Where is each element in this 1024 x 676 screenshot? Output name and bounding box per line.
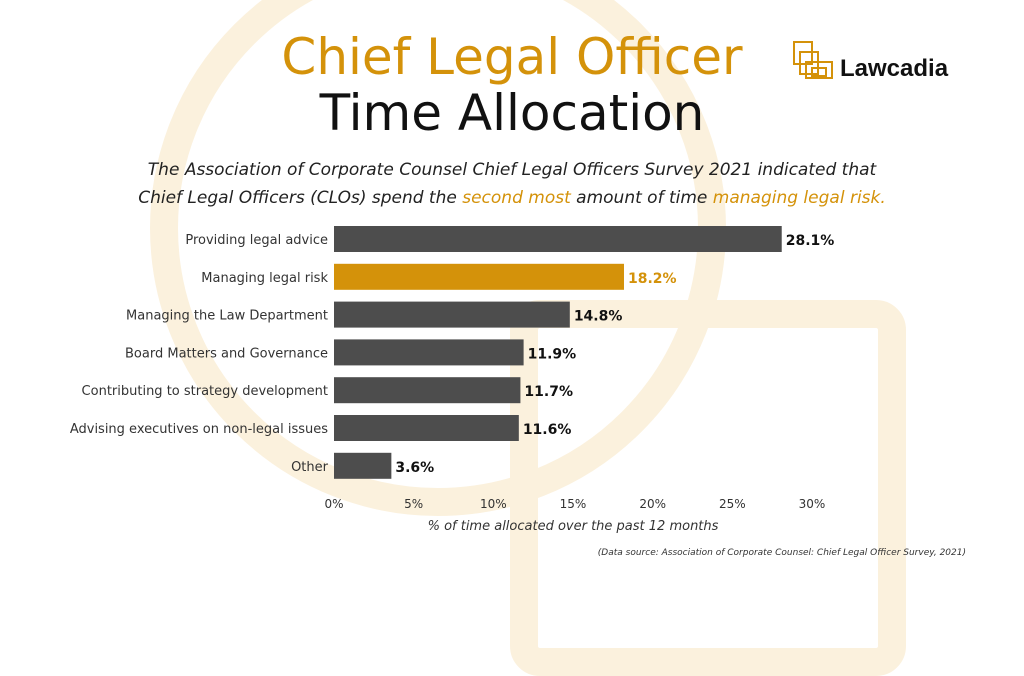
subtitle-line1: The Association of Corporate Counsel Chi… bbox=[147, 160, 877, 180]
x-tick-label: 0% bbox=[324, 497, 343, 511]
x-tick-label: 20% bbox=[639, 497, 666, 511]
category-label: Managing legal risk bbox=[201, 271, 328, 286]
bar bbox=[334, 377, 521, 404]
bar bbox=[334, 263, 624, 290]
x-tick-label: 30% bbox=[799, 497, 826, 511]
x-tick-label: 25% bbox=[719, 497, 746, 511]
category-label: Managing the Law Department bbox=[126, 309, 328, 324]
subtitle-highlight: second most bbox=[462, 188, 571, 208]
data-label: 11.7% bbox=[524, 384, 573, 400]
bar-chart: Providing legal advice 28.1% Managing lega… bbox=[70, 226, 835, 534]
data-source: (Data source: Association of Corporate C… bbox=[597, 548, 966, 558]
category-label: Other bbox=[291, 460, 329, 475]
x-axis-label: % of time allocated over the past 12 mon… bbox=[428, 519, 719, 534]
x-tick-label: 10% bbox=[480, 497, 507, 511]
data-label: 3.6% bbox=[395, 460, 434, 476]
category-label: Advising executives on non-legal issues bbox=[70, 422, 328, 437]
data-label: 28.1% bbox=[786, 233, 835, 249]
lawcadia-logo-icon bbox=[793, 41, 833, 79]
subtitle-highlight: managing legal risk. bbox=[712, 188, 886, 208]
subtitle-line2: Chief Legal Officers (CLOs) spend the se… bbox=[0, 188, 1024, 208]
data-label: 14.8% bbox=[574, 309, 623, 325]
bar bbox=[334, 415, 519, 441]
category-label: Providing legal advice bbox=[185, 233, 328, 248]
bar bbox=[334, 339, 524, 366]
bar bbox=[334, 226, 782, 252]
subtitle-text: Chief Legal Officers (CLOs) spend the bbox=[138, 188, 463, 208]
logo-text: Lawcadia bbox=[840, 55, 949, 82]
x-tick-label: 5% bbox=[404, 497, 423, 511]
subtitle-text: amount of time bbox=[570, 188, 713, 208]
data-label: 11.9% bbox=[528, 346, 577, 362]
category-label: Contributing to strategy development bbox=[82, 384, 328, 399]
data-label: 18.2% bbox=[628, 271, 677, 287]
category-label: Board Matters and Governance bbox=[125, 346, 328, 361]
bar bbox=[334, 452, 392, 479]
title-line1: Chief Legal Officer bbox=[281, 28, 743, 86]
data-label: 11.6% bbox=[523, 422, 572, 438]
bar bbox=[334, 301, 570, 328]
x-tick-label: 15% bbox=[560, 497, 587, 511]
title-line2: Time Allocation bbox=[319, 84, 705, 142]
